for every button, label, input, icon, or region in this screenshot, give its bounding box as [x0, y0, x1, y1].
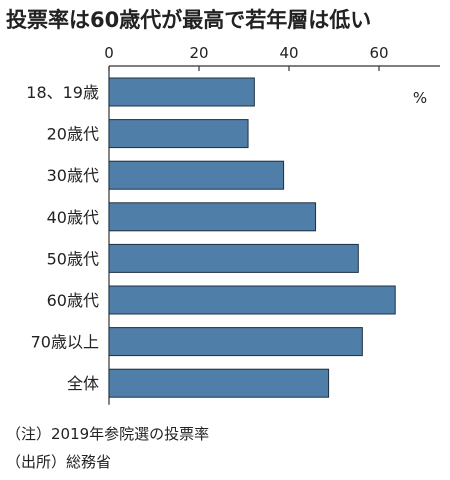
category-label: 60歳代	[47, 291, 99, 310]
category-label: 18、19歳	[26, 83, 99, 102]
bar	[108, 243, 359, 273]
bar	[108, 160, 285, 190]
bar	[108, 285, 396, 315]
category-label: 20歳代	[47, 125, 99, 144]
bar	[108, 202, 317, 232]
bar	[108, 77, 255, 107]
category-label: 40歳代	[47, 208, 99, 227]
x-tick-label: 40	[279, 44, 298, 62]
bar	[108, 119, 249, 149]
x-tick-label: 0	[104, 44, 114, 62]
bar	[108, 368, 330, 398]
bar-chart: 0 20 40 60 18、19歳 20歳代 30歳代 40歳代 50歳代 60歳代 70歳以上全…	[26, 44, 440, 405]
footnotes: （注）2019年参院選の投票率 （出所）総務省	[6, 420, 209, 476]
category-label: 70歳以上	[31, 333, 99, 352]
bar	[108, 327, 363, 357]
chart-title: 投票率は60歳代が最高で若年層は低い	[6, 8, 372, 32]
category-label: 30歳代	[47, 166, 99, 185]
note-source: （出所）総務省	[6, 453, 112, 471]
unit-label: %	[413, 89, 427, 107]
x-tick-label: 20	[189, 44, 208, 62]
category-label: 50歳代	[47, 249, 99, 268]
x-tick-label: 60	[369, 44, 388, 62]
note-survey: （注）2019年参院選の投票率	[6, 425, 210, 443]
category-label: 全体	[67, 374, 99, 393]
